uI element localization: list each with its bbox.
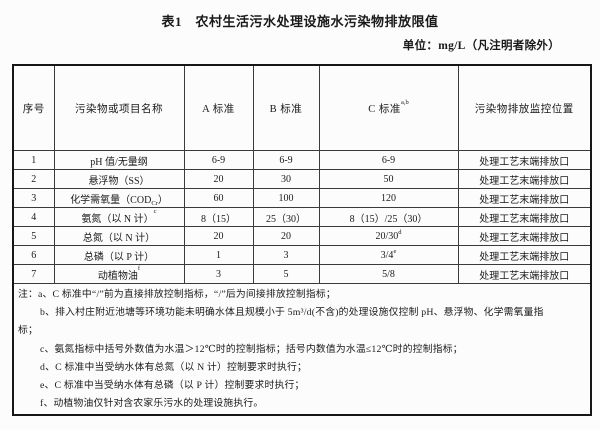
- cell-name: 化学需氧量（CODCr）: [53, 188, 185, 208]
- cell-name: 总磷（以 P 计）: [53, 245, 185, 265]
- cell-location: 处理工艺末端排放口: [457, 245, 592, 265]
- cell-no: 3: [12, 188, 55, 208]
- name-subscript: Cr: [151, 199, 158, 207]
- cell-standard-a: 6-9: [183, 150, 254, 170]
- cell-no: 7: [12, 264, 55, 284]
- table-row: 5 总氮（以 N 计） 20 20 20/30d 处理工艺末端排放口: [12, 226, 592, 246]
- table-row: 2 悬浮物（SS） 20 30 50 处理工艺末端排放口: [12, 169, 592, 189]
- cell-name: 动植物油f: [53, 264, 185, 284]
- note-line-b: b、排入村庄附近池塘等环境功能未明确水体且规模小于 5m³/d(不含)的处理设施…: [40, 307, 544, 319]
- cell-standard-c: 8（15）/25（30）: [318, 207, 459, 227]
- pollutant-name: 总磷（以 P 计）: [83, 251, 155, 263]
- notes-row: 注：a、C 标准中“/”前为直接排放控制指标，“/”后为间接排放控制指标； b、…: [12, 283, 592, 416]
- table-row: 6 总磷（以 P 计） 1 3 3/4e 处理工艺末端排放口: [12, 245, 592, 265]
- pollutant-name: 动植物油: [97, 270, 138, 282]
- note-line-a: 注：a、C 标准中“/”前为直接排放控制指标，“/”后为间接排放控制指标；: [18, 289, 336, 300]
- pollutant-name: 总氮（以 N 计）: [82, 232, 156, 244]
- standard-c-value: 50: [383, 173, 394, 185]
- cell-no: 1: [12, 150, 55, 170]
- cell-standard-b: 25（30）: [252, 207, 320, 227]
- cell-location: 处理工艺末端排放口: [457, 169, 592, 189]
- cell-name: 总氮（以 N 计）: [53, 226, 185, 246]
- standard-c-value: 120: [381, 192, 396, 204]
- table-row: 3 化学需氧量（CODCr） 60 100 120 处理工艺末端排放口: [12, 188, 592, 208]
- col-header-c: C 标准a,b: [318, 64, 459, 151]
- cell-standard-c: 120: [318, 188, 459, 208]
- cell-standard-a: 3: [183, 264, 254, 284]
- cell-standard-c: 3/4e: [318, 245, 459, 265]
- cell-standard-a: 1: [183, 245, 254, 265]
- cell-no: 2: [12, 169, 55, 189]
- col-header-no: 序号: [12, 64, 55, 151]
- cell-name: 氨氮（以 N 计）c: [53, 207, 185, 227]
- cell-no: 4: [12, 207, 55, 227]
- standard-c-value: 5/8: [382, 268, 395, 280]
- table-row: 4 氨氮（以 N 计）c 8（15） 25（30） 8（15）/25（30） 处…: [12, 207, 592, 227]
- standard-c-value: 8（15）/25（30）: [349, 213, 428, 225]
- cell-no: 5: [12, 226, 55, 246]
- page-title: 表1 农村生活污水处理设施水污染物排放限值: [161, 14, 439, 29]
- unit-note: 单位：mg/L（凡注明者除外）: [402, 40, 560, 52]
- name-tail: ）: [157, 194, 168, 206]
- cell-standard-a: 20: [183, 169, 254, 189]
- name-superscript: c: [153, 207, 157, 215]
- cell-standard-c: 5/8: [318, 264, 459, 284]
- col-header-location: 污染物排放监控位置: [457, 64, 592, 151]
- cell-location: 处理工艺末端排放口: [457, 150, 592, 170]
- table-row: 7 动植物油f 3 5 5/8 处理工艺末端排放口: [12, 264, 592, 284]
- cell-name: pH 值/无量纲: [53, 150, 185, 170]
- cell-standard-a: 20: [183, 226, 254, 246]
- col-header-c-label: C 标准: [368, 103, 401, 115]
- note-line-e: e、C 标准中当受纳水体有总磷（以 P 计）控制要求时执行；: [40, 380, 305, 392]
- standard-c-value: 6-9: [381, 154, 396, 166]
- standard-c-superscript: e: [393, 247, 397, 255]
- pollutant-name: 氨氮（以 N 计）: [81, 213, 154, 225]
- cell-standard-c: 6-9: [318, 150, 459, 170]
- standard-c-value: 3/4: [380, 249, 394, 261]
- cell-no: 6: [12, 245, 55, 265]
- col-header-b: B 标准: [252, 64, 320, 151]
- note-line-b-wrap: 标；: [18, 325, 38, 337]
- c-header-superscript: a,b: [400, 98, 409, 106]
- col-header-a: A 标准: [183, 64, 254, 151]
- table-row: 1 pH 值/无量纲 6-9 6-9 6-9 处理工艺末端排放口: [12, 150, 592, 170]
- limits-table: 序号 污染物或项目名称 A 标准 B 标准 C 标准a,b 污染物排放监控位置 …: [12, 64, 592, 416]
- col-header-name: 污染物或项目名称: [53, 64, 185, 151]
- notes-block: 注：a、C 标准中“/”前为直接排放控制指标，“/”后为间接排放控制指标； b、…: [12, 283, 592, 416]
- cell-location: 处理工艺末端排放口: [457, 207, 592, 227]
- cell-location: 处理工艺末端排放口: [457, 188, 592, 208]
- cell-name: 悬浮物（SS）: [53, 169, 185, 189]
- pollutant-name: 化学需氧量（COD: [70, 194, 152, 206]
- note-line-d: d、C 标准中当受纳水体有总氮（以 N 计）控制要求时执行；: [40, 361, 307, 373]
- cell-standard-b: 3: [252, 245, 320, 265]
- pollutant-name: 悬浮物（SS）: [88, 175, 150, 187]
- cell-location: 处理工艺末端排放口: [457, 264, 592, 284]
- pollutant-name: pH 值/无量纲: [90, 156, 148, 168]
- note-line-c: c、氨氮指标中括号外数值为水温＞12℃时的控制指标；括号内数值为水温≤12℃时的…: [40, 343, 463, 355]
- cell-standard-c: 20/30d: [318, 226, 459, 246]
- cell-standard-c: 50: [318, 169, 459, 189]
- cell-location: 处理工艺末端排放口: [457, 226, 592, 246]
- header-row: 序号 污染物或项目名称 A 标准 B 标准 C 标准a,b 污染物排放监控位置: [12, 64, 592, 151]
- standard-c-superscript: d: [398, 228, 402, 236]
- cell-standard-a: 8（15）: [183, 207, 254, 227]
- cell-standard-b: 5: [252, 264, 320, 284]
- name-superscript: f: [137, 264, 141, 272]
- note-line-f: f、动植物油仅针对含农家乐污水的处理设施执行。: [40, 398, 264, 410]
- cell-standard-b: 20: [252, 226, 320, 246]
- standard-c-value: 20/30: [375, 230, 399, 242]
- cell-standard-b: 30: [252, 169, 320, 189]
- cell-standard-b: 6-9: [252, 150, 320, 170]
- cell-standard-a: 60: [183, 188, 254, 208]
- cell-standard-b: 100: [252, 188, 320, 208]
